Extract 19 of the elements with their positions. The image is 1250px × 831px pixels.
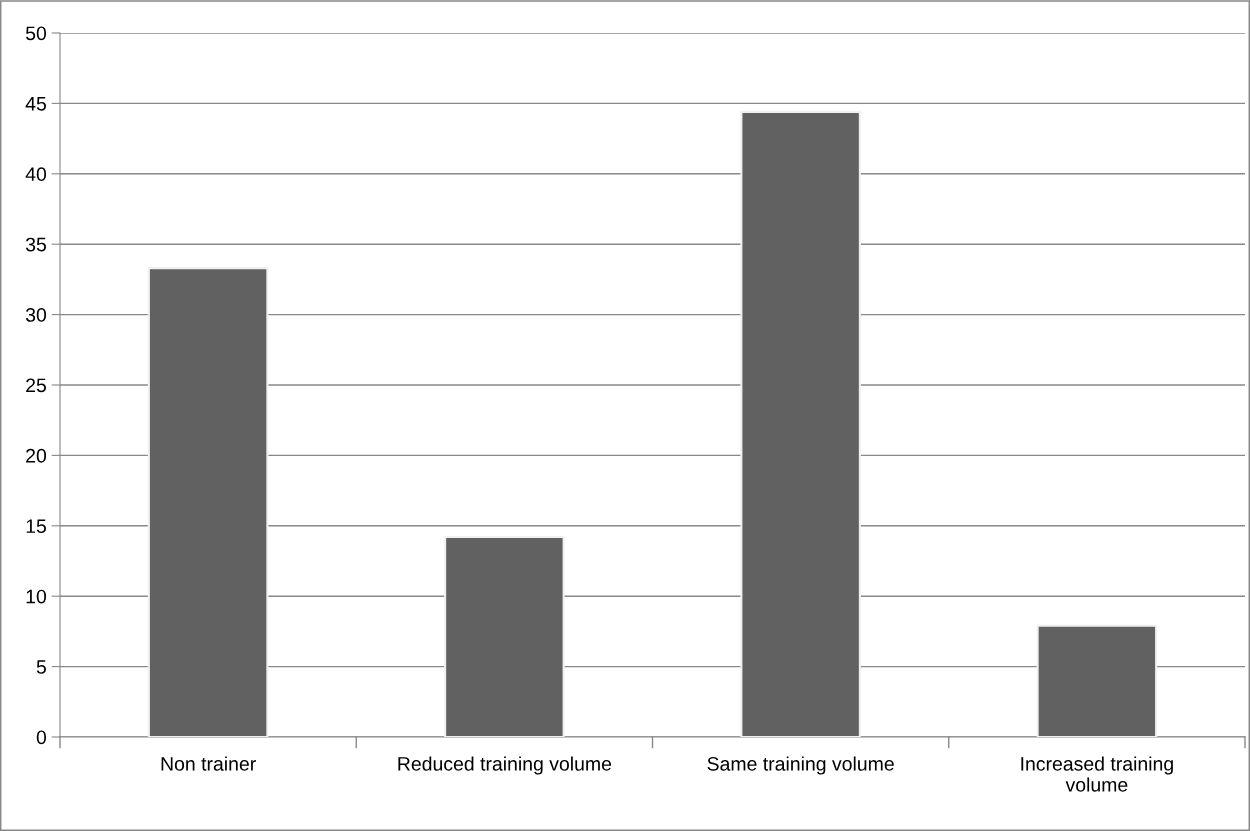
x-tick-label: Same training volume: [707, 756, 894, 775]
x-tick-label: Non trainer: [161, 756, 256, 771]
y-tick-label: 25: [26, 378, 46, 393]
y-tick-label: 45: [25, 97, 46, 111]
y-tick-label: 10: [26, 589, 47, 604]
y-tick-label: 15: [26, 519, 46, 534]
x-tick-label: Increased training volume: [1021, 756, 1173, 792]
bar: [444, 536, 565, 737]
y-tick-label: 20: [26, 448, 47, 463]
bar: [1036, 624, 1158, 737]
y-tick-label: 5: [36, 660, 46, 674]
y-tick-label: 35: [25, 237, 46, 252]
y-tick-label: 40: [25, 167, 47, 182]
bar: [740, 110, 861, 737]
y-tick-label: 50: [25, 26, 47, 41]
bar: [147, 267, 269, 737]
y-tick-label: 0: [36, 730, 47, 745]
x-tick-label: Reduced training volume: [398, 756, 612, 775]
y-tick-label: 30: [25, 308, 47, 322]
